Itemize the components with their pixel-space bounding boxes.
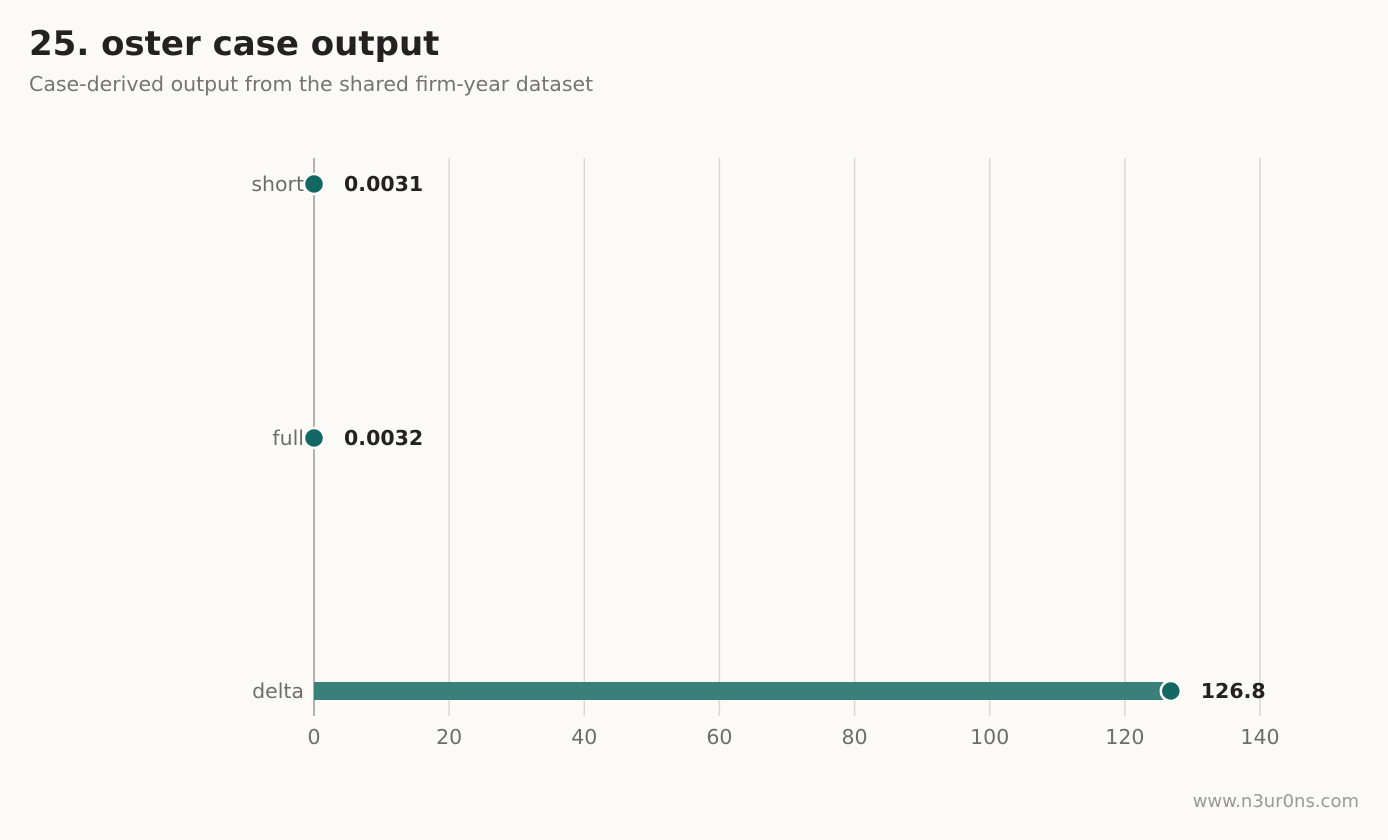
category-label-full: full [272, 426, 304, 450]
category-label-short: short [251, 172, 304, 196]
x-tick-label: 80 [842, 725, 868, 749]
dot-full [302, 426, 326, 450]
labels: 0 20 40 60 80 100 120 140 short 0.0031 full 0.0032 d… [251, 172, 1279, 749]
bars [302, 172, 1183, 703]
value-label-short: 0.0031 [344, 172, 423, 196]
x-tick-label: 0 [307, 725, 320, 749]
grid-lines [448, 158, 1261, 716]
value-label-full: 0.0032 [344, 426, 423, 450]
dot-short [302, 172, 326, 196]
footer-watermark: www.n3ur0ns.com [1192, 791, 1359, 812]
x-tick-label: 140 [1240, 725, 1279, 749]
value-label-delta: 126.8 [1201, 679, 1266, 703]
chart-title: 25. oster case output [29, 24, 440, 64]
x-tick-label: 120 [1105, 725, 1144, 749]
x-tick-label: 20 [436, 725, 462, 749]
x-tick-label: 60 [706, 725, 732, 749]
bar-delta [314, 682, 1171, 700]
dot-delta [1159, 679, 1183, 703]
category-label-delta: delta [252, 679, 304, 703]
x-tick-label: 40 [571, 725, 597, 749]
x-tick-label: 100 [970, 725, 1009, 749]
chart-subtitle: Case-derived output from the shared firm… [29, 72, 594, 96]
